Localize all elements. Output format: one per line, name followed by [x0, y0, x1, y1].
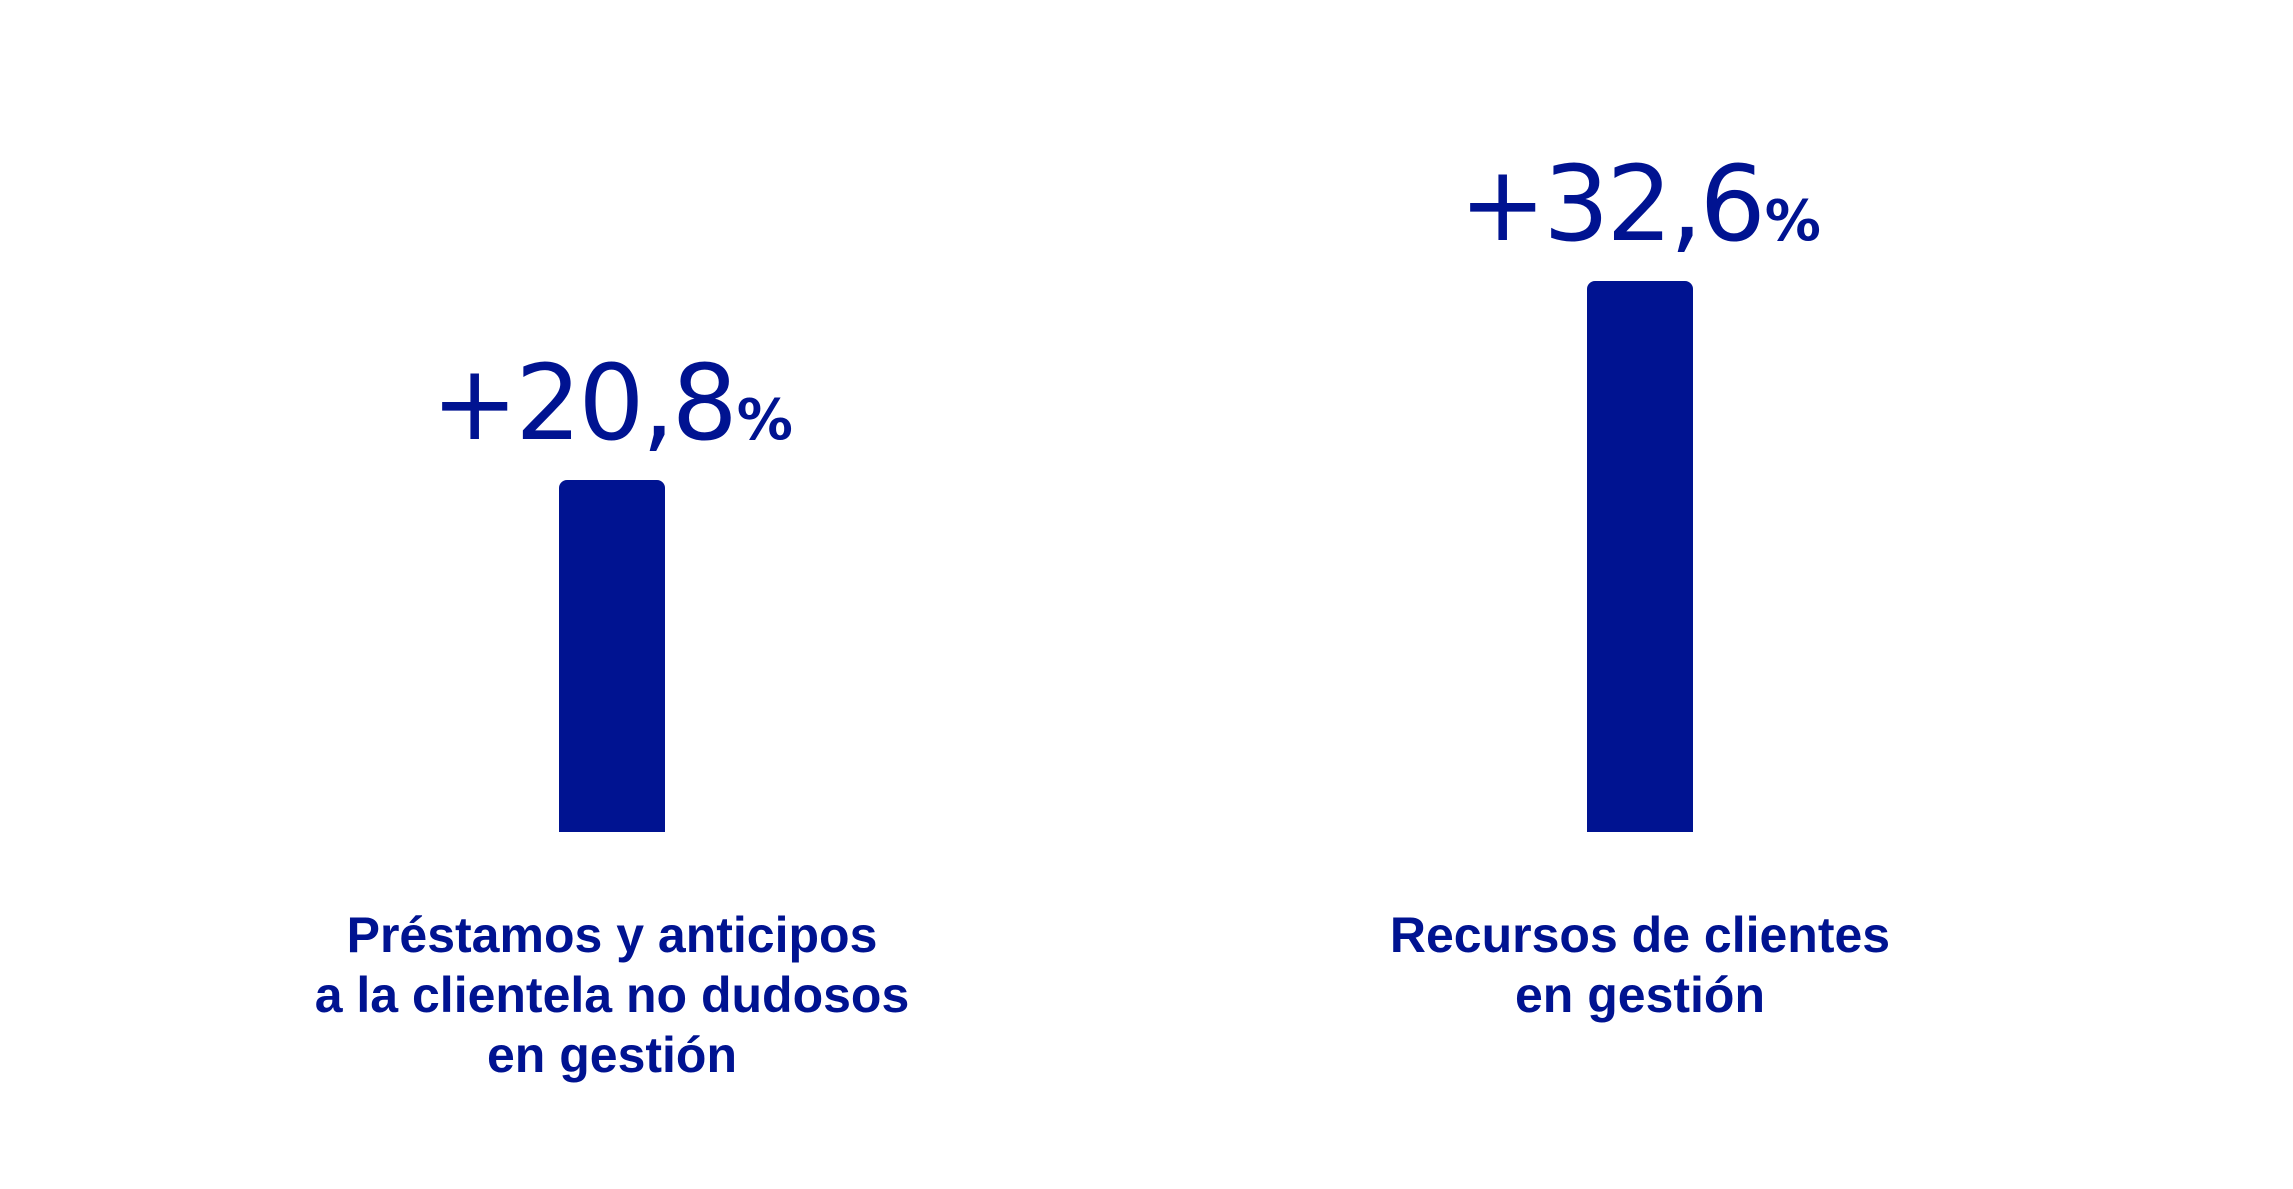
- bar-1: [559, 480, 665, 832]
- value-label-2: +32,6%: [1240, 143, 2040, 265]
- value-label-1: +20,8%: [212, 342, 1012, 464]
- value-unit: %: [1764, 189, 1821, 255]
- category-label-line: a la clientela no dudosos: [314, 967, 910, 1023]
- bar-2: [1587, 281, 1693, 832]
- category-label-line: Préstamos y anticipos: [346, 907, 878, 963]
- value-unit: %: [736, 388, 793, 454]
- category-label-line: en gestión: [486, 1027, 738, 1083]
- category-label-line: Recursos de clientes: [1389, 907, 1891, 963]
- value-number: +20,8: [431, 342, 738, 465]
- value-number: +32,6: [1459, 143, 1766, 266]
- category-label-line: en gestión: [1514, 967, 1766, 1023]
- category-label-1: Préstamos y anticipos a la clientela no d…: [162, 905, 1062, 1085]
- category-label-2: Recursos de clientes en gestión: [1190, 905, 2090, 1025]
